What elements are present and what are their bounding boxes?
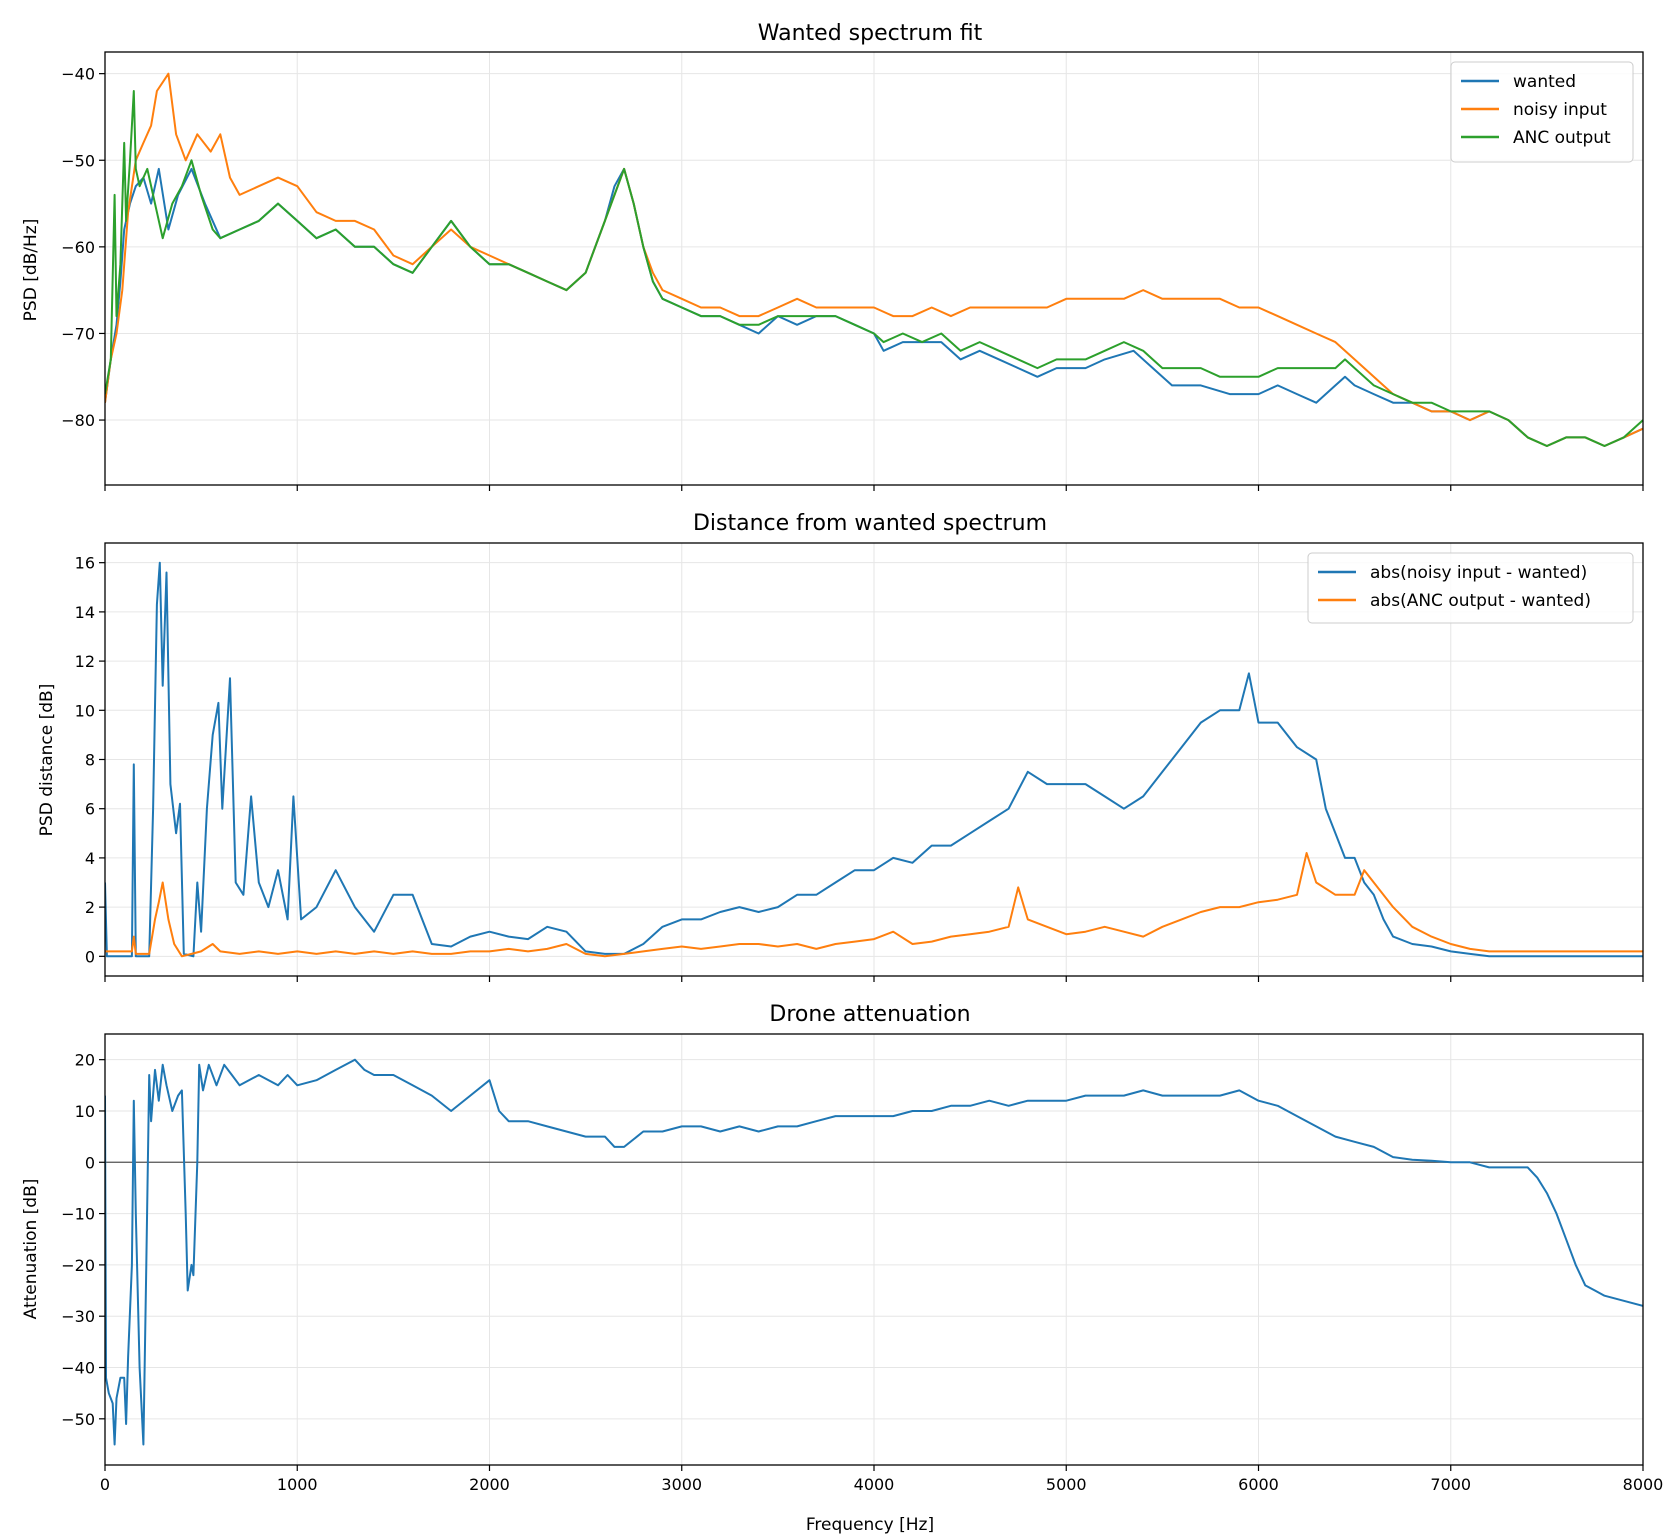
y-tick-label: 6 — [85, 800, 95, 819]
y-tick-label: 14 — [75, 603, 95, 622]
legend-label: ANC output — [1513, 128, 1611, 148]
y-tick-label: −20 — [61, 1256, 95, 1275]
y-tick-label: −50 — [61, 1410, 95, 1429]
y-axis-label: Attenuation [dB] — [21, 1179, 41, 1320]
y-tick-label: 10 — [75, 701, 95, 720]
y-tick-label: −30 — [61, 1307, 95, 1326]
series-line-anc-output — [105, 90, 1643, 447]
x-tick-label: 4000 — [854, 1475, 895, 1494]
y-tick-label: 10 — [75, 1102, 95, 1121]
series-line-abs-anc-output-wanted- — [105, 852, 1643, 958]
panel-title: Distance from wanted spectrum — [693, 511, 1047, 536]
legend: wanted noisy input ANC output — [1450, 61, 1634, 163]
legend-label: abs(ANC output - wanted) — [1370, 591, 1591, 611]
x-axis-label: Frequency [Hz] — [806, 1515, 934, 1535]
legend-label: wanted — [1513, 72, 1576, 92]
series-line-noisy-input — [105, 72, 1643, 447]
y-tick-label: 8 — [85, 751, 95, 770]
y-tick-label: 16 — [75, 554, 95, 573]
y-tick-label: 4 — [85, 849, 95, 868]
y-tick-label: 0 — [85, 947, 95, 966]
y-tick-label: −50 — [61, 151, 95, 170]
panel-drone-attenuation: Drone attenuation Attenuation [dB] Frequ… — [21, 1002, 1663, 1535]
series-group — [105, 1058, 1643, 1446]
y-axis-label: PSD distance [dB] — [37, 684, 57, 837]
series-line-0 — [105, 1058, 1643, 1446]
panel-title: Drone attenuation — [769, 1002, 970, 1027]
legend-box — [1307, 552, 1634, 624]
y-tick-label: 0 — [85, 1153, 95, 1172]
legend-label: noisy input — [1513, 100, 1607, 120]
y-tick-label: −40 — [61, 1359, 95, 1378]
y-axis-label: PSD [dB/Hz] — [21, 219, 41, 322]
panel-wanted-spectrum-fit: Wanted spectrum fit PSD [dB/Hz] −80 −70 −6… — [21, 21, 1644, 491]
y-tick-label: −10 — [61, 1205, 95, 1224]
y-tick-label: 12 — [75, 652, 95, 671]
x-tick-label: 0 — [100, 1475, 110, 1494]
x-tick-label: 8000 — [1623, 1475, 1664, 1494]
series-group — [105, 72, 1643, 447]
y-tick-label: 20 — [75, 1051, 95, 1070]
x-tick-label: 5000 — [1046, 1475, 1087, 1494]
y-tick-label: 2 — [85, 898, 95, 917]
panel-distance-from-wanted: Distance from wanted spectrum PSD distan… — [37, 511, 1644, 982]
y-tick-label: −40 — [61, 65, 95, 84]
x-tick-label: 2000 — [469, 1475, 510, 1494]
legend-label: abs(noisy input - wanted) — [1370, 563, 1587, 583]
x-tick-label: 1000 — [277, 1475, 318, 1494]
panel-title: Wanted spectrum fit — [758, 21, 983, 46]
y-tick-label: −70 — [61, 324, 95, 343]
y-tick-label: −60 — [61, 238, 95, 257]
series-group — [105, 561, 1643, 958]
legend: abs(noisy input - wanted) abs(ANC output … — [1307, 552, 1634, 624]
x-tick-label: 6000 — [1238, 1475, 1279, 1494]
x-tick-label: 3000 — [661, 1475, 702, 1494]
series-line-abs-noisy-input-wanted- — [105, 561, 1643, 958]
y-tick-label: −80 — [61, 411, 95, 430]
x-tick-label: 7000 — [1430, 1475, 1471, 1494]
